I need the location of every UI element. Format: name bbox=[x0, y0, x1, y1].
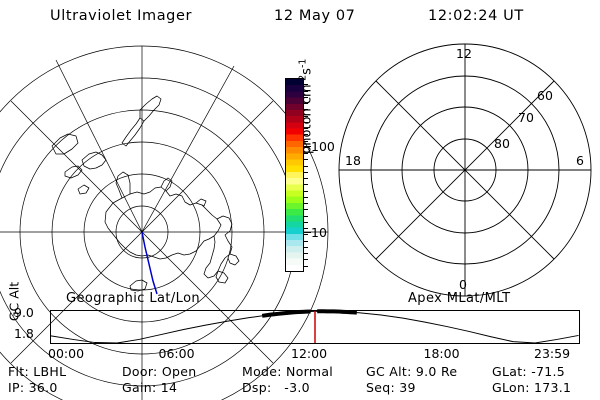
colorbar-minor-tick bbox=[304, 134, 308, 136]
mlat-label-80: 80 bbox=[494, 136, 510, 151]
coastline-south-america bbox=[203, 215, 240, 284]
status-gain: Gain: 14 bbox=[122, 380, 178, 395]
mlt-label-12: 12 bbox=[456, 46, 472, 61]
colorbar-minor-tick bbox=[304, 196, 308, 198]
colorbar-minor-tick bbox=[304, 90, 308, 92]
orbit-xtick-label: 23:59 bbox=[534, 346, 571, 361]
colorbar-minor-tick bbox=[304, 265, 308, 267]
orbit-altitude-plot[interactable]: GC Alt 9.0 1.8 00:00 06:00 12:00 18:00 23:59 bbox=[0, 282, 600, 361]
orbit-ytick-low: 1.8 bbox=[14, 326, 34, 341]
orbit-xtick-label: 18:00 bbox=[423, 346, 460, 361]
colorbar-minor-tick bbox=[304, 153, 308, 155]
colorbar-minor-tick bbox=[304, 203, 308, 205]
mlt-panel-title: Apex MLat/MLT bbox=[408, 291, 511, 306]
mlt-hour-labels: 12 6 0 18 bbox=[345, 46, 584, 292]
colorbar-minor-tick bbox=[304, 109, 308, 111]
colorbar-tick-label: 100 bbox=[311, 138, 335, 154]
status-row-2: IP: 36.0 Gain: 14 Dsp: -3.0 Seq: 39 GLon: 17… bbox=[0, 380, 600, 397]
colorbar-minor-tick bbox=[304, 84, 308, 86]
geo-meridians bbox=[0, 46, 328, 400]
colorbar-minor-tick bbox=[304, 140, 308, 142]
status-door: Door: Open bbox=[122, 364, 197, 379]
colorbar-minor-tick bbox=[304, 165, 308, 167]
mlat-ring-labels: 60 70 80 bbox=[494, 88, 553, 151]
colorbar-minor-tick bbox=[304, 215, 308, 217]
colorbar-minor-tick bbox=[304, 190, 308, 192]
status-row-1: Flt: LBHL Door: Open Mode: Normal GC Alt: 9… bbox=[0, 364, 600, 381]
mlat-label-60: 60 bbox=[537, 88, 553, 103]
orbit-xtick-label: 00:00 bbox=[48, 346, 85, 361]
cb-unit-exp2: -1 bbox=[297, 58, 309, 69]
colorbar-tick-label: 10 bbox=[311, 225, 327, 241]
status-filter: Flt: LBHL bbox=[8, 364, 67, 379]
colorbar-major-tick bbox=[304, 232, 311, 234]
coastline-new-zealand bbox=[121, 95, 162, 147]
status-mode: Mode: Normal bbox=[242, 364, 334, 379]
coastline-australia bbox=[51, 133, 107, 195]
instrument-title: Ultraviolet Imager bbox=[50, 8, 193, 24]
orbit-ytick-high: 9.0 bbox=[14, 305, 34, 320]
colorbar-gradient bbox=[286, 79, 303, 271]
geographic-map-svg bbox=[0, 45, 329, 400]
orbit-xtick-label: 06:00 bbox=[158, 346, 195, 361]
status-gc-alt: GC Alt: 9.0 Re bbox=[366, 364, 458, 379]
colorbar-minor-tick bbox=[304, 221, 308, 223]
colorbar-minor-tick bbox=[304, 240, 308, 242]
status-bar: Flt: LBHL Door: Open Mode: Normal GC Alt: 9… bbox=[0, 364, 600, 400]
colorbar-minor-tick bbox=[304, 234, 308, 236]
satellite-ground-track bbox=[141, 231, 158, 295]
mlt-label-0: 0 bbox=[459, 277, 467, 292]
colorbar-minor-tick bbox=[304, 159, 308, 161]
mlat-label-70: 70 bbox=[518, 110, 534, 125]
colorbar-minor-tick bbox=[304, 171, 308, 173]
colorbar-minor-tick bbox=[304, 253, 308, 255]
orbit-xtick-label: 12:00 bbox=[291, 346, 328, 361]
coastline-fragment bbox=[129, 279, 148, 292]
colorbar-major-tick bbox=[304, 145, 311, 147]
status-glon: GLon: 173.1 bbox=[492, 380, 572, 395]
mlt-polar-panel[interactable]: 12 6 0 18 60 70 80 bbox=[338, 43, 592, 297]
colorbar-minor-tick bbox=[304, 121, 308, 123]
colorbar-minor-tick bbox=[304, 228, 308, 230]
colorbar-minor-tick bbox=[304, 246, 308, 248]
geographic-panel-title: Geographic Lat/Lon bbox=[66, 291, 201, 306]
coastline-antarctica bbox=[104, 171, 222, 260]
colorbar-minor-tick bbox=[304, 103, 308, 105]
mlt-label-6: 6 bbox=[576, 153, 584, 168]
orbit-curve-svg bbox=[51, 311, 579, 343]
cb-unit-mid: s bbox=[299, 68, 315, 75]
colorbar-minor-tick bbox=[304, 184, 308, 186]
colorbar-minor-tick bbox=[304, 96, 308, 98]
colorbar-minor-tick bbox=[304, 178, 308, 180]
colorbar-minor-tick bbox=[304, 115, 308, 117]
coverage-segment bbox=[262, 311, 310, 315]
coverage-segment bbox=[317, 311, 357, 312]
orbit-plot-box bbox=[50, 310, 580, 344]
mlt-spokes bbox=[339, 44, 591, 296]
colorbar-minor-tick bbox=[304, 259, 308, 261]
colorbar-minor-tick bbox=[304, 128, 308, 130]
header-bar: Ultraviolet Imager 12 May 07 12:02:24 UT bbox=[0, 8, 600, 30]
observation-time: 12:02:24 UT bbox=[428, 8, 524, 24]
observation-date: 12 May 07 bbox=[274, 8, 356, 24]
colorbar-gradient-box bbox=[285, 78, 304, 272]
mlt-polar-svg: 12 6 0 18 60 70 80 bbox=[338, 43, 592, 297]
colorbar-minor-tick bbox=[304, 146, 308, 148]
status-glat: GLat: -71.5 bbox=[492, 364, 566, 379]
status-seq: Seq: 39 bbox=[366, 380, 416, 395]
status-dsp: Dsp: -3.0 bbox=[242, 380, 310, 395]
colorbar-minor-tick bbox=[304, 209, 308, 211]
mlt-label-18: 18 bbox=[345, 153, 361, 168]
geographic-map-panel[interactable] bbox=[0, 42, 329, 400]
status-ip: IP: 36.0 bbox=[8, 380, 58, 395]
